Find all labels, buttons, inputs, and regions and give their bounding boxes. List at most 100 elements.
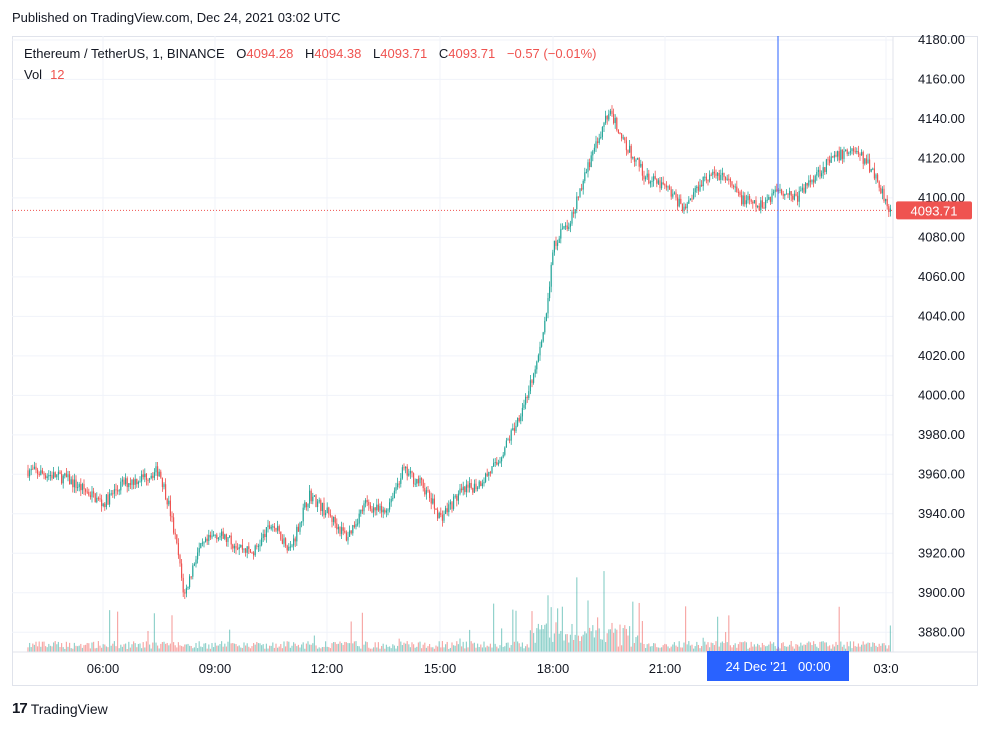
candle-body: [497, 462, 499, 465]
candle-body: [208, 534, 210, 541]
volume-bar: [75, 645, 77, 652]
volume-bar: [840, 641, 842, 652]
candle-body: [94, 493, 96, 503]
candle-body: [134, 478, 136, 485]
volume-bar: [883, 643, 885, 652]
volume-bar: [539, 629, 541, 652]
candle-body: [171, 516, 173, 518]
candle-body: [445, 508, 447, 514]
volume-bar: [157, 645, 159, 652]
volume-bar: [624, 625, 626, 652]
volume-bar: [485, 647, 487, 652]
volume-bar: [419, 641, 421, 652]
candle-body: [581, 188, 583, 190]
price-candles: [27, 105, 891, 600]
volume-bar: [405, 643, 407, 652]
candle-body: [689, 198, 691, 201]
candle-body: [240, 544, 242, 547]
volume-bar: [579, 641, 581, 652]
candle-body: [302, 507, 304, 522]
volume-bar: [509, 647, 511, 652]
published-header: Published on TradingView.com, Dec 24, 20…: [12, 10, 341, 25]
volume-bar: [115, 646, 117, 652]
volume-bar: [441, 641, 443, 652]
volume-bar: [107, 647, 109, 652]
volume-bar: [798, 646, 800, 652]
candle-body: [193, 564, 195, 566]
volume-bar: [273, 647, 275, 652]
candle-body: [731, 181, 733, 186]
volume-bar: [686, 644, 688, 652]
candle-body: [262, 533, 264, 538]
candle-body: [843, 150, 845, 159]
candle-body: [241, 544, 243, 550]
candle-body: [267, 525, 269, 528]
candle-body: [33, 466, 35, 469]
candle-body: [309, 490, 311, 504]
tradingview-logo[interactable]: 17 TradingView: [12, 700, 108, 717]
volume-bar: [32, 643, 34, 652]
volume-bar: [573, 639, 575, 652]
volume-bar: [608, 629, 610, 652]
candle-body: [869, 159, 871, 172]
candle-body: [709, 174, 711, 181]
candle-body: [473, 483, 475, 493]
candle-body: [585, 171, 587, 173]
volume-bar: [64, 648, 66, 652]
volume-bar: [467, 647, 469, 652]
volume-bar: [339, 641, 341, 652]
volume-bar: [592, 625, 594, 652]
volume-bar: [421, 648, 423, 652]
candle-body: [38, 473, 40, 476]
candle-body: [163, 484, 165, 487]
volume-bar: [737, 644, 739, 652]
candle-body: [269, 525, 271, 529]
volume-bar: [753, 644, 755, 652]
candle-body: [587, 162, 589, 172]
volume-bar: [726, 642, 728, 652]
volume-bar: [29, 642, 31, 652]
time-scale: 06:00 09:00 12:00 15:00 18:00 21:00 03:0: [87, 661, 899, 676]
candle-body: [37, 469, 39, 474]
volume-bar: [806, 642, 808, 652]
candle-body: [558, 238, 560, 243]
volume-bar: [398, 638, 400, 652]
candle-body: [43, 473, 45, 476]
volume-bar: [160, 643, 162, 652]
symbol-title[interactable]: Ethereum / TetherUS, 1, BINANCE: [24, 46, 225, 61]
candle-body: [440, 512, 442, 515]
candle-body: [654, 176, 656, 179]
volume-bar: [123, 644, 125, 652]
candle-body: [334, 516, 336, 524]
volume-bar: [453, 645, 455, 652]
candle-body: [750, 199, 752, 202]
candle-body: [421, 478, 423, 480]
volume-bar: [497, 648, 499, 652]
volume-bar: [689, 645, 691, 652]
volume-bar: [281, 648, 283, 652]
candle-body: [659, 180, 661, 189]
candle-body: [385, 510, 387, 513]
candle-body: [665, 185, 667, 188]
volume-bar: [819, 641, 821, 652]
volume-bar: [30, 647, 32, 652]
volume-bar: [781, 643, 783, 652]
candle-body: [30, 468, 32, 471]
volume-bar: [128, 641, 130, 652]
candle-body: [792, 195, 794, 200]
volume-bar: [179, 645, 181, 652]
x-tick-label: 06:00: [87, 661, 120, 676]
candle-body: [168, 500, 170, 505]
candle-body: [821, 173, 823, 177]
volume-bar: [789, 644, 791, 652]
candle-body: [109, 493, 111, 505]
volume-bar: [776, 648, 778, 652]
candle-body: [201, 542, 203, 544]
candle-body: [603, 122, 605, 127]
volume-bar: [557, 608, 559, 652]
volume-bar: [630, 646, 632, 652]
volume-bar: [504, 646, 506, 652]
candle-body: [768, 196, 770, 200]
candle-body: [449, 502, 451, 505]
